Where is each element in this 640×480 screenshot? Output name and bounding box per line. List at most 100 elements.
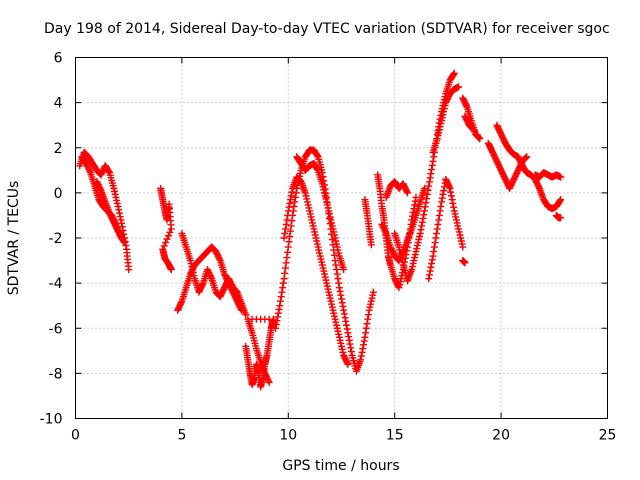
data-point (449, 199, 457, 207)
data-point (435, 216, 443, 224)
data-point (338, 295, 345, 303)
data-point (286, 227, 294, 235)
series-arc-13 (382, 178, 411, 201)
data-point (430, 153, 438, 161)
data-point (423, 195, 431, 203)
data-point (276, 302, 284, 310)
data-point (330, 251, 338, 259)
data-point (343, 359, 351, 367)
data-point (125, 266, 133, 274)
data-point (340, 310, 348, 318)
series-arc-22 (531, 169, 565, 181)
data-point (335, 284, 343, 292)
data-point (420, 211, 428, 219)
data-point (198, 281, 206, 289)
series-arc-9 (280, 173, 352, 368)
data-point (333, 270, 341, 278)
series-arc-18 (459, 94, 484, 143)
data-point (163, 235, 171, 243)
data-point (362, 329, 370, 337)
data-point (462, 102, 470, 110)
data-point (358, 348, 366, 356)
data-point (473, 131, 481, 139)
data-point (264, 377, 272, 385)
data-point (436, 207, 444, 215)
data-point (286, 196, 294, 204)
data-point (337, 291, 345, 299)
data-point (339, 302, 347, 310)
data-point (272, 320, 280, 328)
y-tick-label: 4 (54, 96, 63, 112)
data-point (117, 216, 125, 224)
data-point (469, 125, 477, 133)
data-point (284, 207, 292, 215)
series-arc-16 (425, 175, 467, 283)
data-point (522, 154, 530, 162)
data-point (426, 267, 434, 275)
data-point (288, 188, 296, 196)
data-point (439, 190, 447, 198)
data-point (343, 325, 351, 333)
series-arc-11 (361, 196, 375, 249)
data-point (411, 201, 419, 209)
series-arc-3 (93, 178, 126, 242)
data-point (286, 199, 294, 207)
data-point (535, 183, 543, 191)
data-point (333, 266, 341, 274)
data-point (445, 183, 453, 191)
data-point (448, 196, 456, 204)
data-point (433, 229, 441, 237)
series-arc-6 (178, 229, 250, 319)
data-point (394, 282, 402, 290)
data-point (433, 225, 441, 233)
data-point (291, 193, 299, 201)
data-point (557, 214, 565, 222)
y-tick-label: 2 (54, 141, 63, 157)
data-point (242, 311, 250, 319)
series-arc-7 (242, 315, 277, 391)
data-point (428, 161, 436, 169)
data-point (438, 198, 446, 206)
data-point (291, 198, 299, 206)
data-point (215, 255, 223, 263)
y-tick-label: -10 (40, 412, 63, 428)
data-point (118, 233, 126, 241)
data-point (276, 297, 284, 305)
data-point (160, 242, 168, 250)
data-point (367, 241, 375, 249)
data-point (292, 189, 300, 197)
x-tick-label: 0 (71, 428, 80, 444)
data-point (287, 222, 295, 230)
data-point (431, 239, 439, 247)
data-point (338, 299, 346, 307)
data-point (114, 202, 122, 210)
data-point (357, 356, 365, 364)
data-point (364, 315, 372, 323)
data-point (278, 288, 286, 296)
data-point (425, 275, 433, 283)
data-point (357, 352, 365, 360)
series-arc-23 (552, 211, 565, 222)
y-tick-label: -4 (49, 276, 63, 292)
data-point (335, 279, 343, 287)
data-point (421, 203, 429, 211)
y-tick-label: -6 (49, 321, 63, 337)
data-point (120, 237, 128, 245)
data-point (285, 238, 293, 246)
data-point (167, 266, 175, 274)
data-point (432, 234, 440, 242)
data-point (363, 320, 371, 328)
series-arc-10 (293, 153, 348, 274)
data-point (329, 241, 337, 249)
data-point (120, 239, 128, 247)
data-point (115, 209, 123, 217)
series-arc-8 (272, 146, 377, 375)
data-point (280, 234, 288, 242)
data-point (437, 202, 445, 210)
data-point (283, 254, 291, 262)
data-point (364, 311, 372, 319)
data-point (416, 229, 424, 237)
data-point (429, 252, 437, 260)
series-arc-21 (493, 121, 565, 213)
data-point (177, 299, 185, 307)
